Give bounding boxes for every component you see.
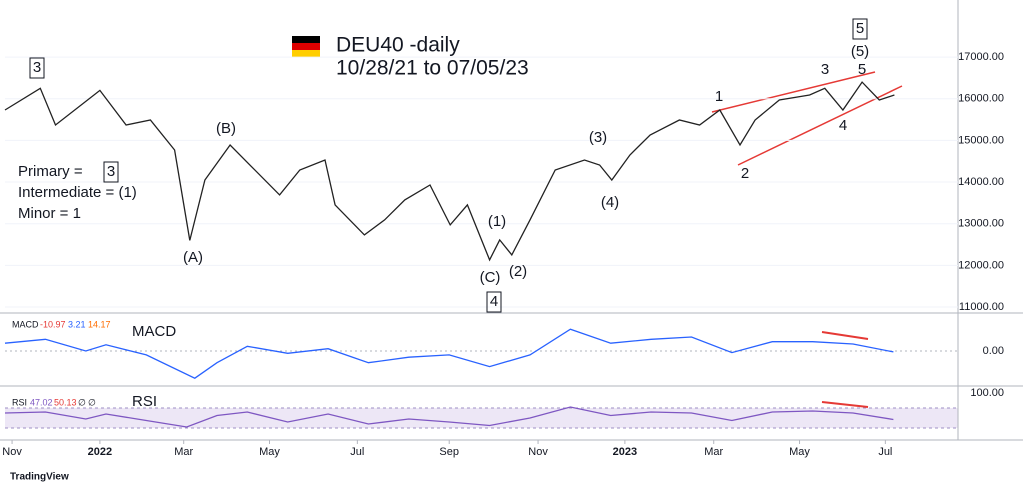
x-tick-label: Mar bbox=[704, 446, 723, 458]
rsi-header: RSI bbox=[12, 397, 27, 407]
y-tick-label: 11000.00 bbox=[959, 301, 1004, 313]
wave-label: (A) bbox=[183, 249, 203, 266]
wave-label: 2 bbox=[741, 165, 749, 182]
x-tick-label: Nov bbox=[528, 446, 548, 458]
divergence-line bbox=[821, 331, 869, 340]
x-tick-label: May bbox=[259, 446, 280, 458]
y-tick-label: 15000.00 bbox=[958, 134, 1004, 146]
rsi-label: RSI bbox=[132, 393, 157, 410]
wave-label: (3) bbox=[589, 129, 607, 146]
x-tick-label: 2023 bbox=[613, 446, 637, 458]
title: DEU40 -daily bbox=[336, 34, 460, 57]
wave-label: (5) bbox=[851, 43, 869, 60]
wave-label: (4) bbox=[601, 194, 619, 211]
legend-text: Primary = bbox=[18, 163, 83, 180]
flag bbox=[292, 50, 320, 57]
macd-header: MACD bbox=[12, 319, 39, 329]
macd-value: -10.97 bbox=[40, 319, 66, 329]
y-tick-label: 0.00 bbox=[983, 345, 1004, 357]
brand: TradingView bbox=[10, 472, 69, 483]
divergence-line bbox=[821, 401, 869, 408]
x-tick-label: Jul bbox=[350, 446, 364, 458]
y-tick-label: 12000.00 bbox=[958, 259, 1004, 271]
legend-text: 3 bbox=[107, 163, 115, 180]
label-box bbox=[486, 291, 502, 313]
label-box bbox=[852, 18, 868, 40]
wave-label: 3 bbox=[33, 59, 41, 76]
wave-label: 3 bbox=[821, 61, 829, 78]
macd-label: MACD bbox=[132, 323, 176, 340]
y-tick-label: 14000.00 bbox=[958, 176, 1004, 188]
y-tick-label: 16000.00 bbox=[958, 93, 1004, 105]
x-tick-label: Mar bbox=[174, 446, 193, 458]
series-line bbox=[4, 406, 894, 428]
label-box bbox=[29, 57, 45, 79]
rsi-value: ∅ bbox=[88, 397, 96, 407]
flag bbox=[292, 36, 320, 43]
wave-label: (B) bbox=[216, 120, 236, 137]
flag bbox=[292, 43, 320, 50]
rsi-value: ∅ bbox=[78, 397, 86, 407]
rsi-value: 47.02 bbox=[30, 397, 53, 407]
y-tick-label: 17000.00 bbox=[958, 51, 1004, 63]
rsi-value: 50.13 bbox=[54, 397, 77, 407]
x-tick-label: Sep bbox=[439, 446, 459, 458]
label-box bbox=[103, 161, 119, 183]
wave-label: 4 bbox=[839, 117, 847, 134]
x-tick-label: Nov bbox=[2, 446, 22, 458]
x-tick-label: 2022 bbox=[88, 446, 112, 458]
wave-label: 4 bbox=[490, 293, 498, 310]
wave-label: 1 bbox=[715, 88, 723, 105]
y-tick-label: 13000.00 bbox=[958, 218, 1004, 230]
macd-value: 14.17 bbox=[88, 319, 111, 329]
series-line bbox=[4, 328, 894, 379]
y-tick-label: 100.00 bbox=[970, 387, 1004, 399]
legend-text: Minor = 1 bbox=[18, 205, 81, 222]
x-tick-label: May bbox=[789, 446, 810, 458]
wave-label: (C) bbox=[480, 269, 501, 286]
wave-label: 5 bbox=[856, 20, 864, 37]
wave-label: (2) bbox=[509, 263, 527, 280]
x-tick-label: Jul bbox=[878, 446, 892, 458]
legend-text: Intermediate = (1) bbox=[18, 184, 137, 201]
wave-label: 5 bbox=[858, 61, 866, 78]
macd-value: 3.21 bbox=[68, 319, 86, 329]
trendline bbox=[711, 71, 876, 113]
subtitle: 10/28/21 to 07/05/23 bbox=[336, 57, 529, 80]
series-line bbox=[4, 81, 895, 262]
wave-label: (1) bbox=[488, 213, 506, 230]
